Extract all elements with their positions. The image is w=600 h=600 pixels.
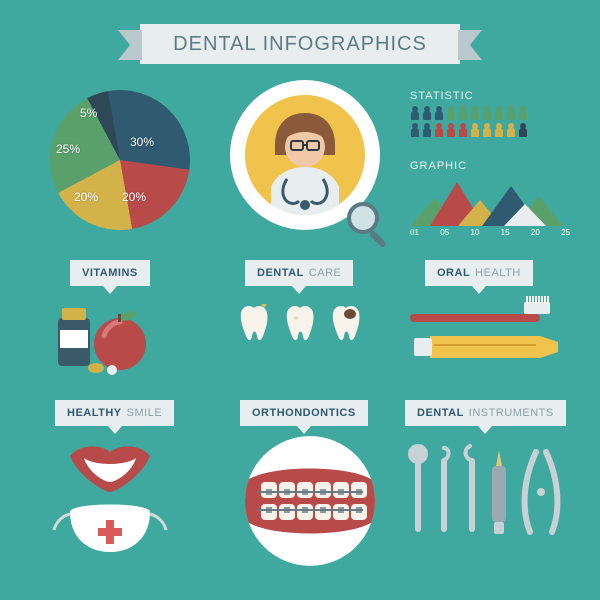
ribbon-tail-right bbox=[458, 30, 482, 60]
person-icon bbox=[482, 123, 492, 137]
label-instruments: DENTALINSTRUMENTS bbox=[405, 400, 566, 426]
person-icon bbox=[470, 106, 480, 120]
tooth-cavity-icon bbox=[328, 304, 364, 344]
person-icon bbox=[422, 106, 432, 120]
label-healthy-smile: HEALTHYSMILE bbox=[55, 400, 174, 426]
pie-slice-label: 20% bbox=[122, 190, 146, 204]
healthy-smile-art bbox=[40, 436, 210, 561]
person-icon bbox=[446, 106, 456, 120]
pie-slice-label: 20% bbox=[74, 190, 98, 204]
statistic-label: STATISTIC bbox=[410, 90, 570, 102]
title-sub: INFOGRAPHICS bbox=[263, 33, 427, 56]
title-main: DENTAL bbox=[173, 33, 256, 56]
label-vitamins: VITAMINS bbox=[70, 260, 150, 286]
avatar-bg bbox=[245, 95, 365, 215]
tooth-healthy-icon bbox=[236, 304, 272, 344]
magnifier-icon bbox=[345, 200, 395, 250]
person-icon bbox=[434, 106, 444, 120]
pie-slice-label: 25% bbox=[56, 142, 80, 156]
graphic-block: GRAPHIC 010510152025 bbox=[410, 160, 570, 225]
instruments-art bbox=[400, 436, 570, 561]
person-icon bbox=[458, 123, 468, 137]
pie-slice-label: 30% bbox=[130, 135, 154, 149]
title-ribbon: DENTAL INFOGRAPHICS bbox=[140, 24, 460, 64]
person-icon bbox=[470, 123, 480, 137]
person-icon bbox=[458, 106, 468, 120]
label-oral-health: ORALHEALTH bbox=[425, 260, 533, 286]
person-icon bbox=[506, 123, 516, 137]
label-dental-care: DENTALCARE bbox=[245, 260, 353, 286]
tooth-sparkle-icon bbox=[282, 304, 318, 344]
infographic-canvas: DENTAL INFOGRAPHICS 30% 20% 20% 25% 5% bbox=[0, 0, 600, 600]
person-icon bbox=[410, 106, 420, 120]
person-icon bbox=[446, 123, 456, 137]
ribbon-tail-left bbox=[118, 30, 142, 60]
person-icon bbox=[482, 106, 492, 120]
person-icon bbox=[494, 106, 504, 120]
vitamins-art bbox=[40, 296, 210, 381]
person-icon bbox=[494, 123, 504, 137]
person-icon bbox=[422, 123, 432, 137]
pie-disc: 30% 20% 20% 25% 5% bbox=[50, 90, 190, 230]
area-chart bbox=[410, 176, 570, 226]
pie-slice-label: 5% bbox=[80, 106, 97, 120]
statistic-block: STATISTIC bbox=[410, 90, 570, 140]
person-icon bbox=[518, 106, 528, 120]
oral-health-art bbox=[400, 296, 570, 371]
person-icon bbox=[434, 123, 444, 137]
orthodontics-art bbox=[225, 436, 395, 566]
person-icon bbox=[410, 123, 420, 137]
people-pictogram bbox=[410, 106, 570, 137]
graphic-label: GRAPHIC bbox=[410, 160, 570, 172]
label-orthodontics: ORTHONDONTICS bbox=[240, 400, 368, 426]
person-icon bbox=[506, 106, 516, 120]
person-icon bbox=[518, 123, 528, 137]
axis-labels: 010510152025 bbox=[410, 228, 570, 237]
dental-care-art bbox=[215, 296, 385, 344]
pie-chart: 30% 20% 20% 25% 5% bbox=[50, 90, 190, 230]
dentist-icon bbox=[245, 95, 365, 215]
